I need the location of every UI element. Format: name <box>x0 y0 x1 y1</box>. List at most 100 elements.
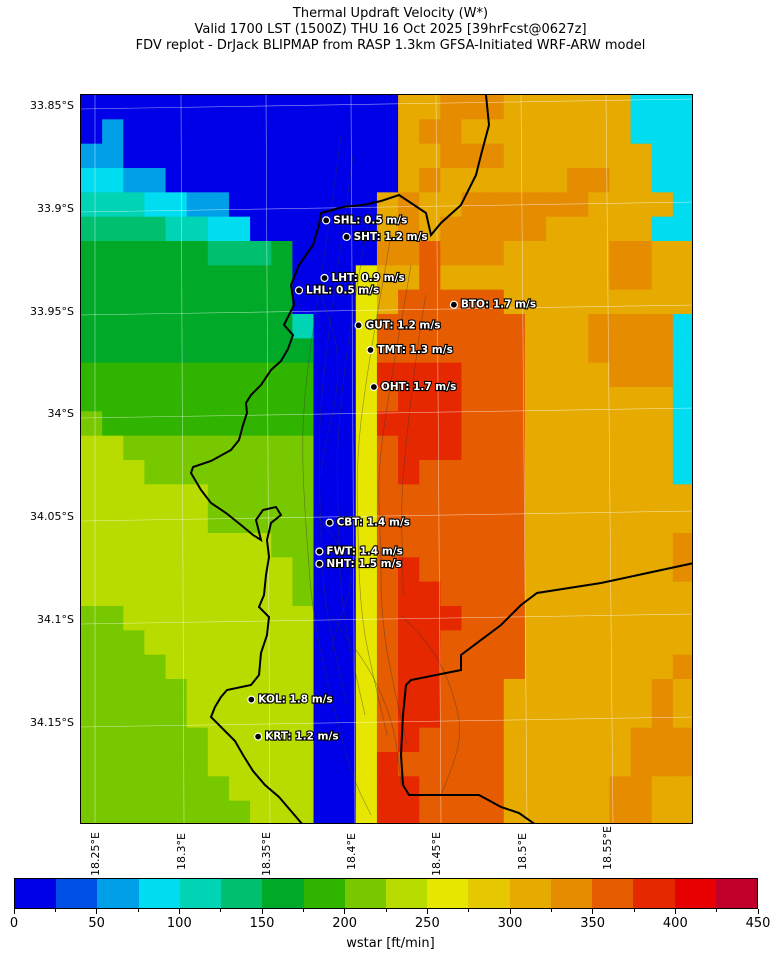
heatmap-cell <box>355 703 378 729</box>
heatmap-cell <box>207 776 230 802</box>
heatmap-cell <box>376 776 399 802</box>
heatmap-cell <box>165 508 188 534</box>
heatmap-cell <box>398 95 420 120</box>
heatmap-cell <box>81 314 103 339</box>
heatmap-cell <box>207 533 230 558</box>
station-label-gut: GUT: 1.2 m/s <box>366 319 441 331</box>
heatmap-cell <box>567 362 589 388</box>
heatmap-cell <box>250 606 272 631</box>
heatmap-cell <box>524 460 547 485</box>
heatmap-cell <box>672 776 692 802</box>
heatmap-cell <box>207 679 230 704</box>
heatmap-cell <box>546 484 568 510</box>
heatmap-cell <box>630 362 653 388</box>
heatmap-cell <box>440 508 463 534</box>
heatmap-cell <box>588 241 611 266</box>
station-label-bto: BTO: 1.7 m/s <box>461 299 536 311</box>
heatmap-cell <box>81 119 103 145</box>
heatmap-cell <box>334 727 357 753</box>
heatmap-cell <box>524 314 547 339</box>
heatmap-cell <box>271 192 293 218</box>
station-marker-shl[interactable] <box>322 216 331 225</box>
colorbar-tick-label: 450 <box>745 916 771 931</box>
station-label-lht: LHT: 0.9 m/s <box>332 272 405 284</box>
heatmap-cell <box>419 119 441 145</box>
station-marker-gut[interactable] <box>354 321 363 330</box>
heatmap-cell <box>334 411 357 437</box>
station-marker-tmt[interactable] <box>366 345 375 355</box>
heatmap-cell <box>546 581 568 607</box>
heatmap-cell <box>503 362 526 388</box>
heatmap-cell <box>524 143 547 169</box>
colorbar-tick-label: 350 <box>580 916 606 931</box>
heatmap-cell <box>334 265 357 291</box>
heatmap-cell <box>398 630 420 656</box>
station-marker-sht[interactable] <box>342 232 351 241</box>
coastline <box>189 95 692 823</box>
heatmap-cell <box>250 338 272 364</box>
heatmap-cell <box>102 776 124 802</box>
heatmap-cell <box>672 289 692 315</box>
station-marker-fwt[interactable] <box>315 547 324 556</box>
heatmap-cell <box>376 289 399 315</box>
heatmap-cell <box>271 508 293 534</box>
heatmap-cell <box>546 265 568 291</box>
station-marker-lht[interactable] <box>320 273 329 283</box>
heatmap-cell <box>419 192 441 218</box>
heatmap-cell <box>144 411 167 437</box>
colorbar-segment <box>592 879 634 908</box>
heatmap-cell <box>482 314 505 339</box>
heatmap-cell <box>207 95 230 120</box>
heatmap-cell <box>123 484 146 510</box>
heatmap-cell <box>419 435 441 461</box>
heatmap-cell <box>250 752 272 777</box>
heatmap-cell <box>144 435 167 461</box>
station-marker-nht[interactable] <box>315 559 324 568</box>
map-plot-area[interactable]: SHL: 0.5 m/s SHT: 1.2 m/s LHT: 0.9 m/s LHL:… <box>80 94 693 824</box>
heatmap-cell <box>165 265 188 291</box>
heatmap-cell <box>123 216 146 242</box>
heatmap-cell <box>503 387 526 412</box>
station-marker-cbt[interactable] <box>325 518 334 527</box>
wstar-map[interactable]: SHL: 0.5 m/s SHT: 1.2 m/s LHT: 0.9 m/sLHL:… <box>81 95 693 824</box>
heatmap-cell <box>419 776 441 802</box>
station-marker-lhl[interactable] <box>294 286 304 295</box>
heatmap-cell <box>144 752 167 777</box>
heatmap-cell <box>482 557 505 583</box>
colorbar-segment <box>262 879 304 908</box>
heatmap-cell <box>355 776 378 802</box>
heatmap-cell <box>334 654 357 680</box>
heatmap-cell <box>123 606 146 631</box>
heatmap-cell <box>546 606 568 631</box>
heatmap-cell <box>524 289 547 315</box>
heatmap-cell <box>144 216 167 242</box>
colorbar-segment <box>138 879 180 908</box>
heatmap-cell <box>165 387 188 412</box>
heatmap-cell <box>461 362 484 388</box>
station-label-nht: NHT: 1.5 m/s <box>326 558 401 570</box>
heatmap-cell <box>292 143 315 169</box>
heatmap-cell <box>334 338 357 364</box>
heatmap-cell <box>292 557 315 583</box>
colorbar-tick-label: 300 <box>497 916 523 931</box>
station-marker-bto[interactable] <box>449 300 458 309</box>
station-marker-krt[interactable] <box>254 732 263 741</box>
heatmap-cell <box>207 800 230 823</box>
heatmap-cell <box>334 557 357 583</box>
heatmap-cell <box>165 216 188 242</box>
heatmap-cell <box>419 411 441 437</box>
colorbar-segment <box>427 879 469 908</box>
colorbar-segment <box>15 879 57 908</box>
station-marker-oht[interactable] <box>369 382 378 392</box>
heatmap-cell <box>292 216 315 242</box>
heatmap-cell <box>376 362 399 388</box>
lon-tick-label: 18.45°E <box>430 832 443 876</box>
heatmap-cell <box>313 314 336 339</box>
heatmap-cell <box>609 265 632 291</box>
station-marker-kol[interactable] <box>247 695 256 704</box>
heatmap-cell <box>609 362 632 388</box>
heatmap-cell <box>123 679 146 704</box>
heatmap-cell <box>461 143 484 169</box>
heatmap-cell <box>651 95 674 120</box>
heatmap-cell <box>165 314 188 339</box>
